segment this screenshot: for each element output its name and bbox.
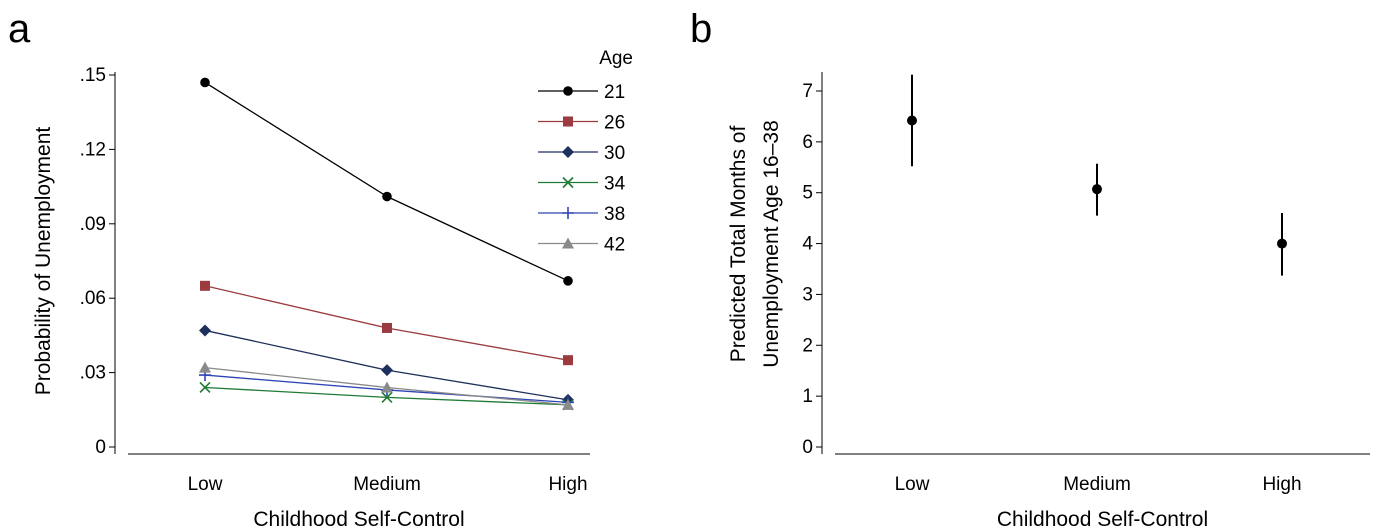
legend-marker-38 <box>562 207 574 219</box>
x-tick-label: Low <box>188 474 223 495</box>
data-point-age-42 <box>562 398 574 410</box>
data-point-low <box>907 115 917 126</box>
data-point-age-21 <box>382 191 392 202</box>
y-tick-label: 6 <box>802 132 813 153</box>
x-tick-label: High <box>548 474 587 495</box>
y-tick-label: 7 <box>802 81 813 102</box>
data-point-age-34 <box>199 381 211 394</box>
x-tick-label: Low <box>895 474 930 495</box>
y-tick-label: 2 <box>802 335 813 356</box>
x-tick-label: High <box>1262 474 1301 495</box>
series-line-21 <box>204 81 569 282</box>
data-point-age-21 <box>200 77 210 88</box>
y-tick-label: 5 <box>802 183 813 204</box>
y-tick-label: .09 <box>80 214 106 235</box>
data-point-age-42 <box>199 361 211 373</box>
y-tick-label: .12 <box>80 139 106 160</box>
y-axis-title-line: Unemployment Age 16–38 <box>760 120 783 368</box>
legend-label: 26 <box>604 113 625 134</box>
data-point-medium <box>1092 184 1102 195</box>
legend-marker-21 <box>563 86 573 96</box>
y-tick-label: .15 <box>80 65 106 86</box>
panel-a-letter: a <box>8 7 31 51</box>
data-point-age-30 <box>199 324 211 337</box>
y-axis-title-line: Predicted Total Months of <box>727 126 750 363</box>
x-axis-title: Childhood Self-Control <box>253 508 464 530</box>
y-tick-label: 0 <box>95 437 106 458</box>
legend-label: 34 <box>604 174 626 195</box>
legend-label: 42 <box>604 235 625 256</box>
y-tick-label: 0 <box>802 437 813 458</box>
legend-title: Age <box>599 48 633 69</box>
legend-marker-26 <box>563 116 573 127</box>
x-axis-title: Childhood Self-Control <box>997 508 1208 530</box>
y-tick-label: 4 <box>802 234 813 255</box>
data-point-age-21 <box>563 276 573 286</box>
y-tick-label: .06 <box>80 288 106 309</box>
y-tick-label: 1 <box>802 386 813 407</box>
y-tick-label: 3 <box>802 284 813 305</box>
x-tick-label: Medium <box>1063 474 1131 495</box>
legend-label: 30 <box>604 143 625 164</box>
data-point-age-30 <box>381 364 393 377</box>
y-axis-title: Probability of Unemployment <box>32 127 55 396</box>
data-point-age-34 <box>381 391 393 403</box>
data-point-high <box>1277 238 1287 249</box>
y-tick-label: .03 <box>80 363 106 384</box>
x-tick-label: Medium <box>353 474 421 495</box>
legend-marker-34 <box>562 176 574 189</box>
data-point-age-26 <box>200 280 210 291</box>
legend-marker-30 <box>562 146 574 158</box>
legend-label: 38 <box>604 204 625 225</box>
data-point-age-26 <box>563 355 573 366</box>
panel-b-letter: b <box>690 7 712 51</box>
data-point-age-42 <box>381 381 393 393</box>
data-point-age-26 <box>382 322 392 333</box>
legend-label: 21 <box>604 82 625 103</box>
legend-marker-42 <box>562 237 574 249</box>
